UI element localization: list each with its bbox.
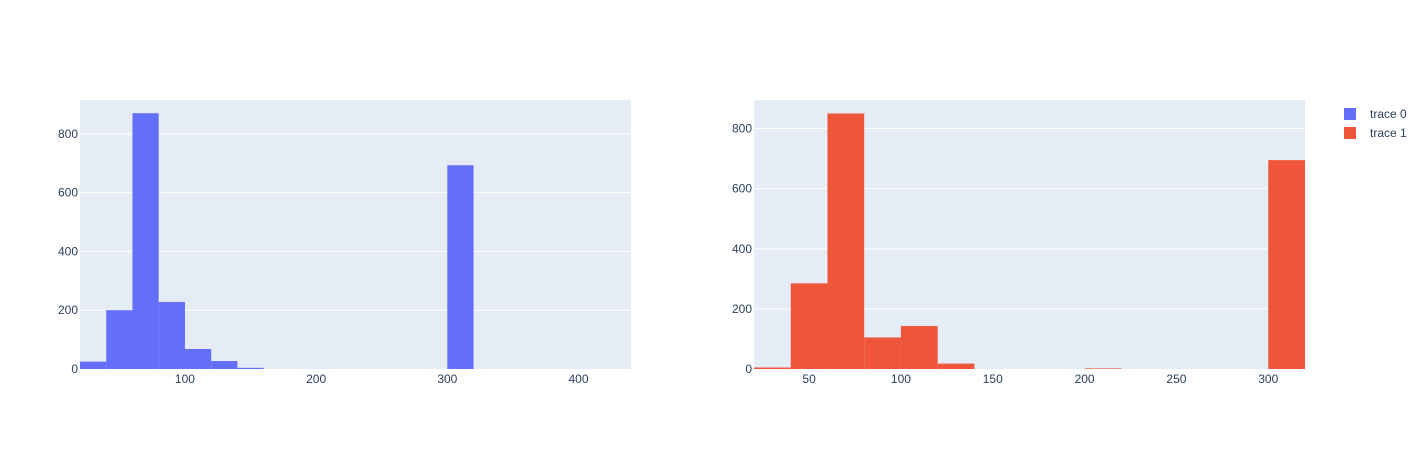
- y-tick-label: 800: [732, 122, 752, 136]
- x-tick-label: 250: [1166, 372, 1186, 386]
- histogram-bar[interactable]: [106, 310, 133, 369]
- x-tick-label: 200: [1075, 372, 1095, 386]
- y-tick-label: 0: [71, 362, 78, 376]
- chart-panel-1: 0 200 400 600 800 50 100 150 200 250 300: [732, 100, 1305, 386]
- x-tick-label: 100: [891, 372, 911, 386]
- x-tick-label: 50: [802, 372, 816, 386]
- histogram-bar[interactable]: [900, 326, 938, 369]
- x-tick-label: 150: [983, 372, 1003, 386]
- y-tick-label: 200: [58, 303, 78, 317]
- x-tick-label: 100: [175, 372, 195, 386]
- histogram-bar[interactable]: [1268, 160, 1305, 369]
- histogram-bar[interactable]: [864, 337, 901, 369]
- histogram-bar[interactable]: [237, 367, 264, 369]
- y-tick-label: 200: [732, 302, 752, 316]
- x-tick-label: 300: [437, 372, 457, 386]
- histogram-bar[interactable]: [754, 367, 791, 369]
- histogram-bar[interactable]: [184, 349, 212, 369]
- y-tick-label: 600: [732, 182, 752, 196]
- histogram-bar[interactable]: [790, 283, 828, 369]
- legend: trace 0 trace 1: [1336, 104, 1422, 142]
- histogram-bar[interactable]: [132, 113, 159, 369]
- histogram-bar[interactable]: [937, 363, 975, 369]
- legend-label-trace-1: trace 1: [1370, 125, 1407, 140]
- legend-item-trace-1[interactable]: trace 1: [1336, 123, 1422, 142]
- y-tick-label: 800: [58, 127, 78, 141]
- histogram-bar[interactable]: [827, 113, 865, 369]
- legend-swatch-trace-1: [1344, 126, 1356, 139]
- histogram-bar[interactable]: [447, 165, 474, 369]
- y-tick-label: 400: [58, 244, 78, 258]
- x-tick-label: 200: [306, 372, 326, 386]
- legend-label-trace-0: trace 0: [1370, 106, 1407, 121]
- histogram-bar[interactable]: [211, 361, 238, 369]
- x-tick-label: 400: [569, 372, 589, 386]
- histogram-bar[interactable]: [158, 301, 185, 369]
- y-tick-label: 400: [732, 242, 752, 256]
- x-tick-label: 300: [1258, 372, 1278, 386]
- y-tick-label: 0: [745, 362, 752, 376]
- legend-item-trace-0[interactable]: trace 0: [1336, 104, 1422, 123]
- legend-swatch-trace-0: [1344, 107, 1356, 120]
- histogram-bar[interactable]: [80, 361, 107, 369]
- y-tick-label: 600: [58, 186, 78, 200]
- histogram-bar[interactable]: [1084, 368, 1122, 369]
- chart-panel-0: 0 200 400 600 800 100 200 300 400: [58, 100, 631, 386]
